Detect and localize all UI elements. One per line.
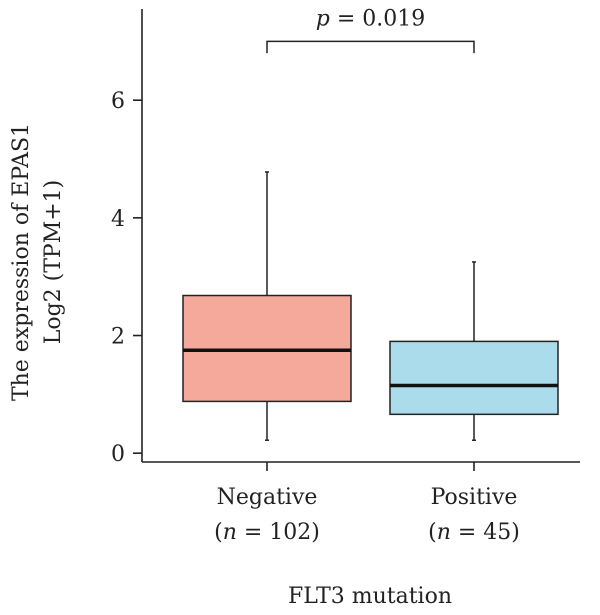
boxes <box>182 171 559 441</box>
y-tick-label: 6 <box>111 89 125 114</box>
significance-bracket <box>266 40 475 54</box>
x-axis-title: FLT3 mutation <box>288 584 452 609</box>
axes: 0 2 4 6 Negative (n = 102) Positive (n = 45) <box>111 9 580 545</box>
x-category-label: Negative <box>217 485 318 510</box>
x-category-label: Positive <box>431 485 518 510</box>
y-tick-label: 4 <box>111 207 125 232</box>
p-value-label: p = 0.019 <box>316 6 426 31</box>
box <box>389 340 559 416</box>
box-group-positive <box>389 261 559 441</box>
significance-annotation: p = 0.019 <box>266 6 475 54</box>
y-axis-title-line1: The expression of EPAS1 <box>9 123 34 401</box>
y-axis-title-line2: Log2 (TPM+1) <box>41 180 66 345</box>
box-group-negative <box>182 171 352 441</box>
y-tick-label: 2 <box>111 325 125 350</box>
box <box>182 294 352 403</box>
x-category-count-label: (n = 102) <box>214 520 320 545</box>
x-category-count-label: (n = 45) <box>428 520 520 545</box>
y-tick-label: 0 <box>111 442 125 467</box>
